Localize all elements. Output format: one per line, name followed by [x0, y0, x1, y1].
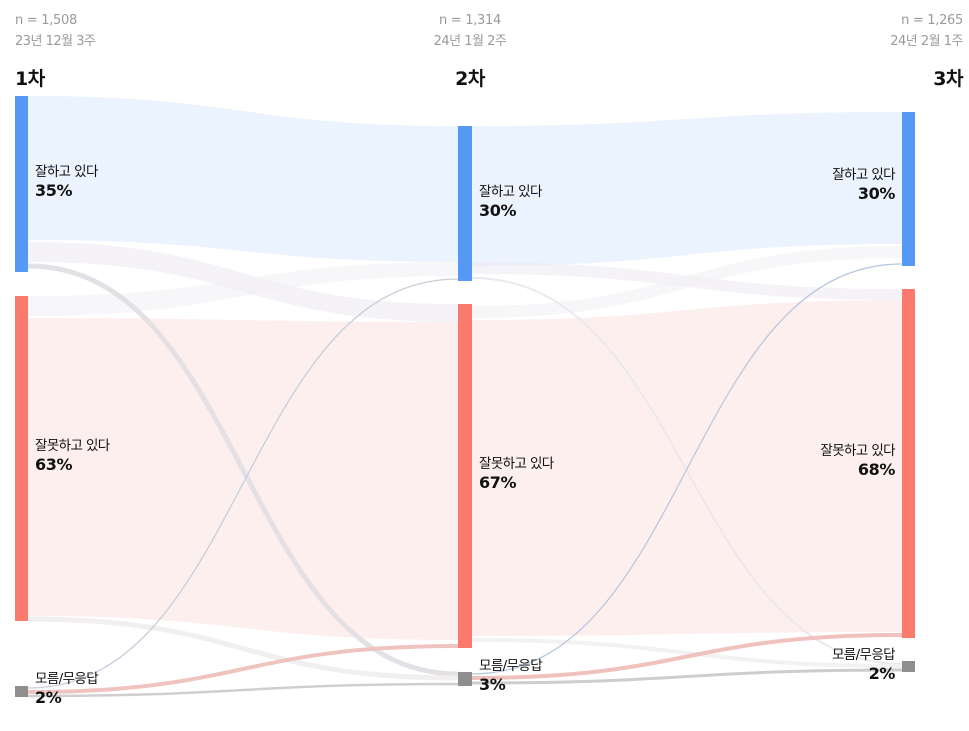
node-bar-good-3 — [902, 112, 915, 266]
node-label-unknown-3: 모름/무응답 2% — [831, 647, 896, 683]
flows-1-to-2 — [27, 96, 459, 698]
node-label-unknown-2: 모름/무응답 3% — [479, 658, 543, 694]
flow-unknown-unknown-2 — [471, 668, 903, 685]
flow-bad-good-2 — [472, 246, 902, 318]
flow-unknown-bad-1 — [27, 644, 459, 694]
flow-good-good-2 — [472, 112, 902, 266]
flow-unknown-good-1 — [27, 278, 459, 689]
column-header-1: n = 1,508 23년 12월 3주 1차 — [15, 10, 96, 91]
column-header-3: n = 1,265 24년 2월 1주 3차 — [890, 10, 963, 91]
flow-bad-bad-1 — [28, 318, 458, 640]
node-label-good-3: 잘하고 있다 30% — [832, 167, 895, 203]
node-bar-good-2 — [458, 126, 472, 281]
node-bar-bad-3 — [902, 289, 915, 638]
flows-2-to-3 — [471, 112, 903, 685]
node-label-good-1: 잘하고 있다 35% — [35, 164, 98, 200]
nodes-col-2 — [458, 126, 472, 686]
flow-good-good-1 — [28, 96, 458, 262]
survey-date-2: 24년 1월 2주 — [433, 34, 507, 49]
nodes-col-1 — [15, 96, 28, 697]
flow-bad-good-1 — [28, 262, 458, 316]
node-bar-unknown-1 — [15, 686, 28, 697]
column-header-2: n = 1,314 24년 1월 2주 2차 — [395, 10, 545, 91]
survey-date-3: 24년 2월 1주 — [890, 34, 963, 49]
round-label-2: 2차 — [455, 68, 485, 90]
flow-unknown-unknown-1 — [27, 682, 459, 698]
sample-size-2: n = 1,314 — [439, 13, 501, 28]
sample-size-1: n = 1,508 — [15, 13, 77, 28]
node-bar-bad-1 — [15, 296, 28, 621]
sample-size-3: n = 1,265 — [901, 13, 963, 28]
flow-unknown-good-2 — [471, 263, 903, 675]
flow-unknown-bad-2 — [471, 633, 903, 680]
node-label-bad-3: 잘못하고 있다 68% — [820, 443, 895, 479]
node-bar-good-1 — [15, 96, 28, 272]
node-label-bad-1: 잘못하고 있다 63% — [35, 438, 110, 474]
round-label-1: 1차 — [15, 68, 45, 90]
node-bar-bad-2 — [458, 304, 472, 648]
flow-good-unknown-1 — [27, 263, 459, 677]
flow-bad-unknown-1 — [27, 616, 459, 681]
node-bar-unknown-2 — [458, 672, 472, 686]
nodes-col-3 — [902, 112, 915, 672]
flow-bad-unknown-2 — [471, 638, 903, 668]
survey-date-1: 23년 12월 3주 — [15, 34, 96, 49]
node-bar-unknown-3 — [902, 661, 915, 672]
node-label-bad-2: 잘못하고 있다 67% — [479, 456, 554, 492]
flow-good-unknown-2 — [471, 277, 903, 665]
round-label-3: 3차 — [933, 68, 963, 90]
node-label-good-2: 잘하고 있다 30% — [479, 184, 542, 220]
node-label-unknown-1: 모름/무응답 2% — [35, 671, 99, 707]
